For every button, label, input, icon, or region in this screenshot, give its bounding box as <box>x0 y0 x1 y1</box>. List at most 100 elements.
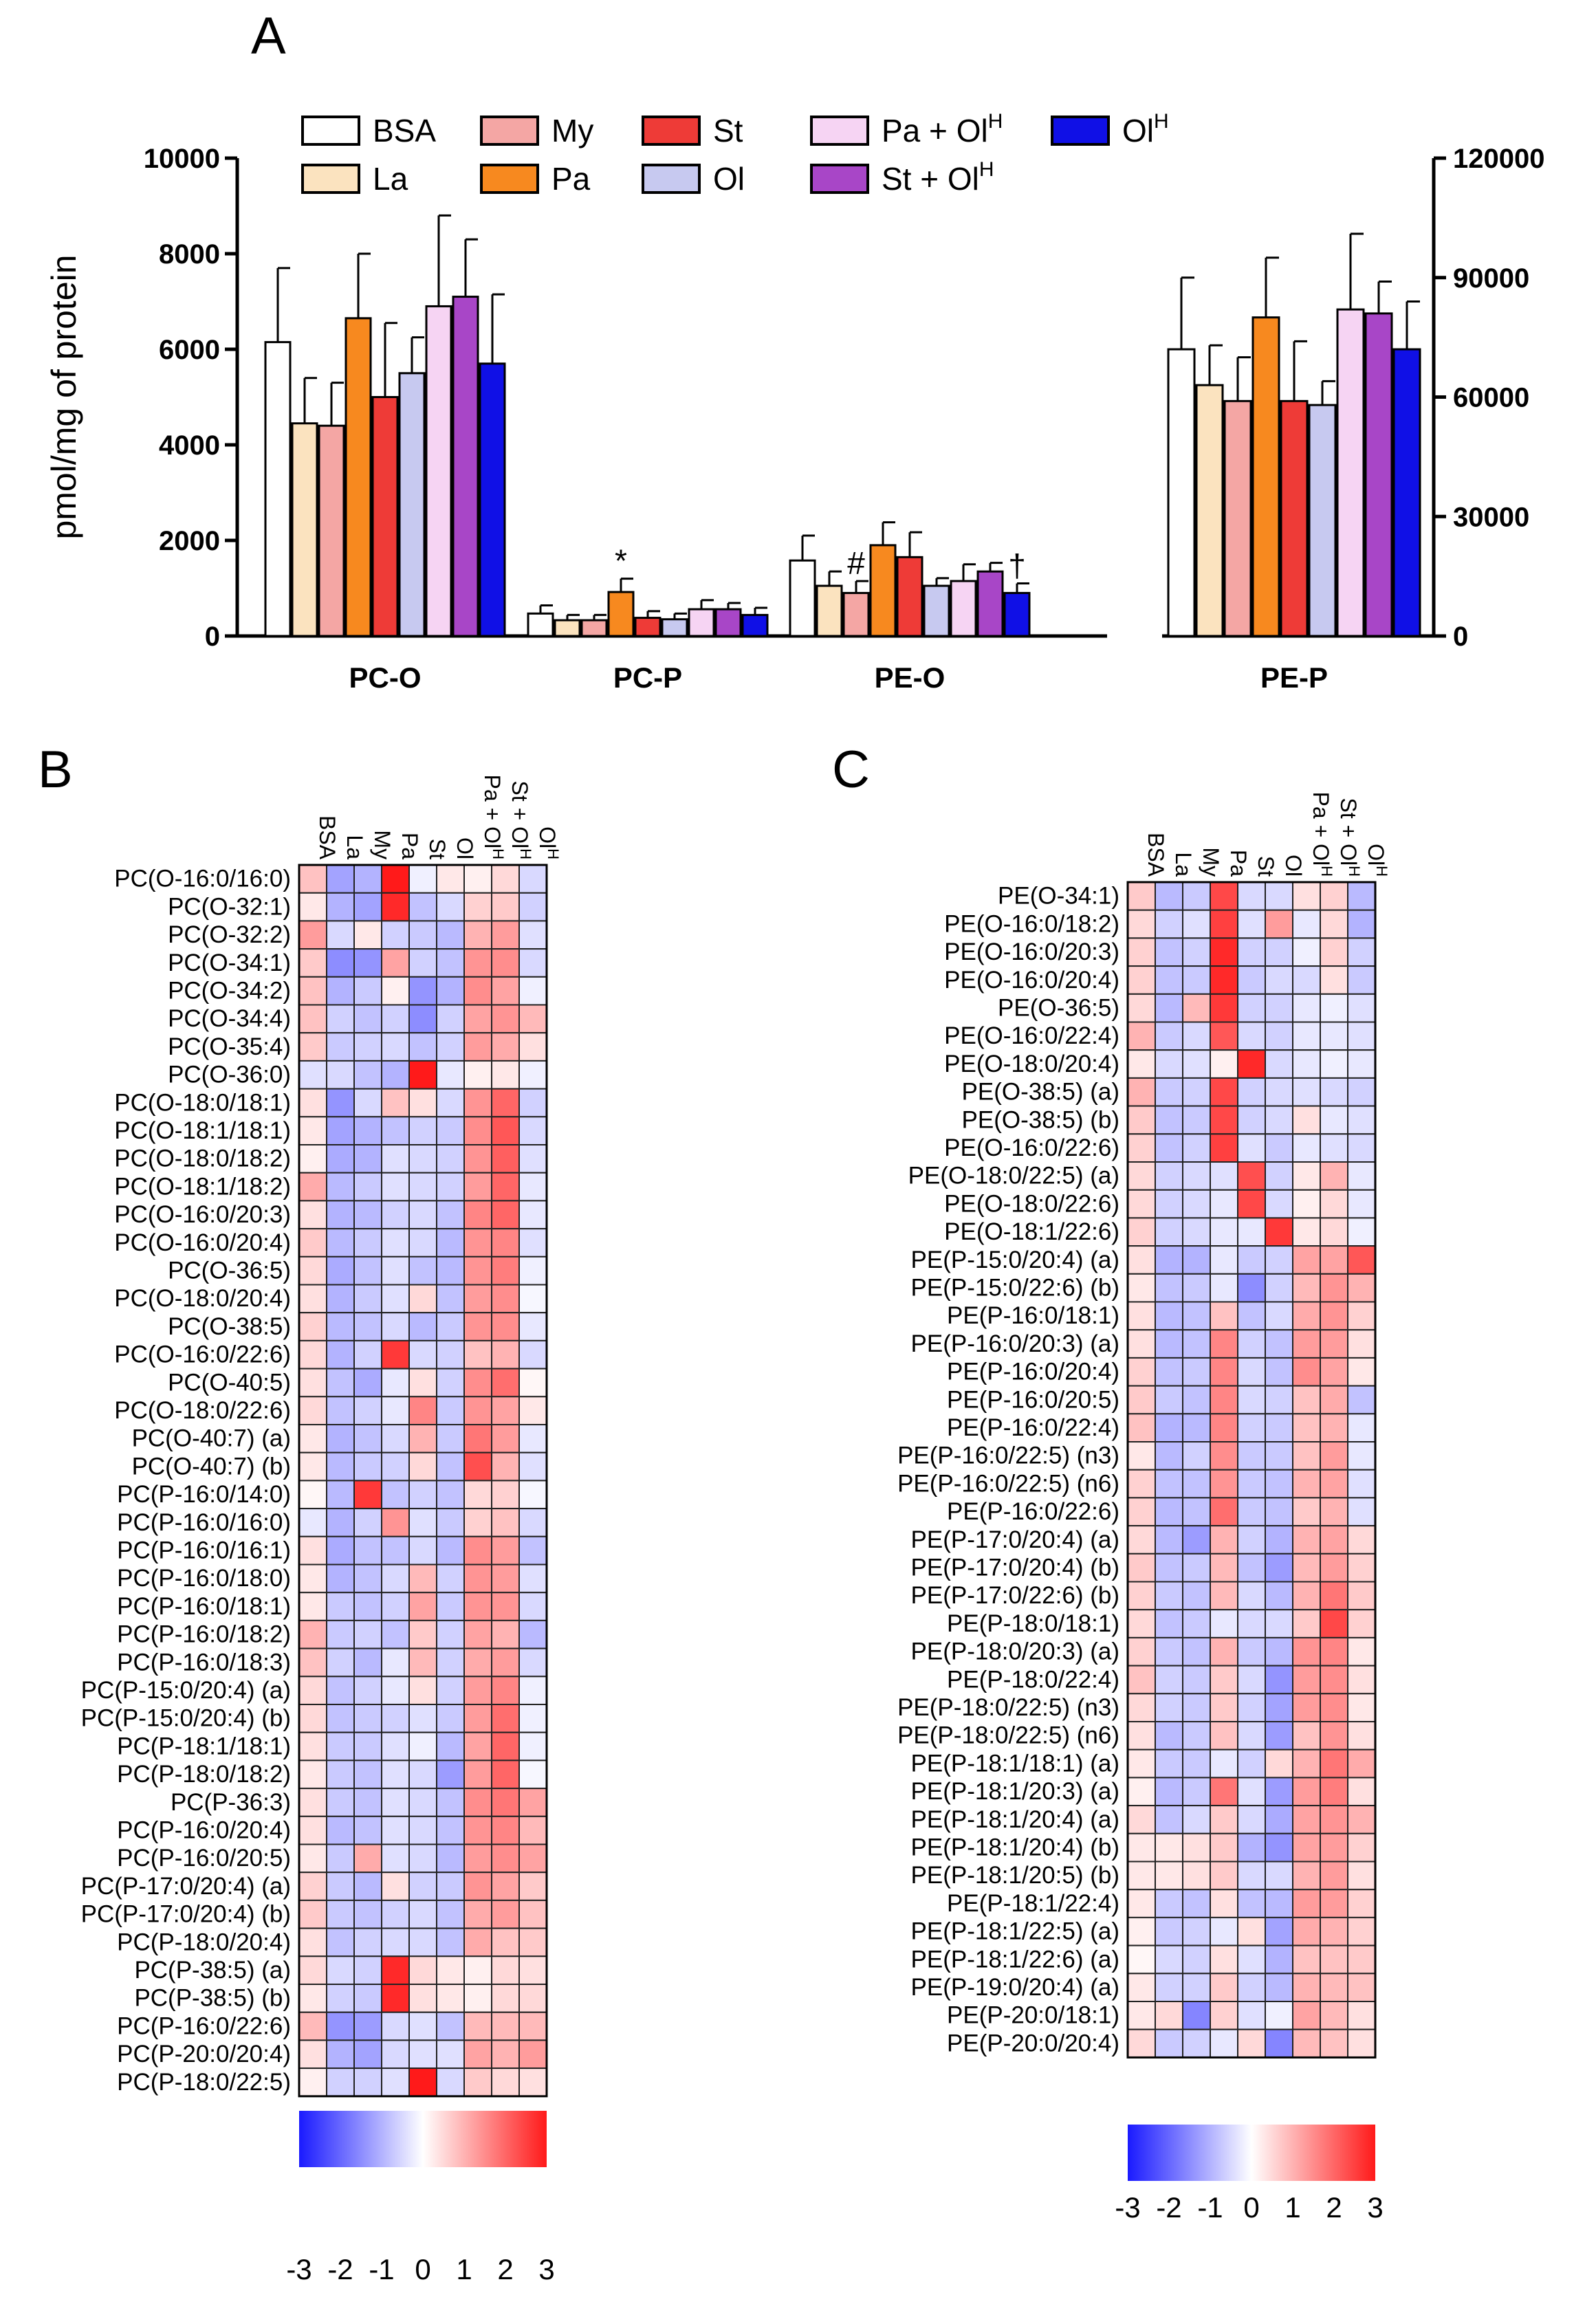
heat-cell <box>518 1144 547 1174</box>
heat-cell <box>1292 1665 1321 1695</box>
heat-cell <box>1347 1273 1376 1303</box>
heat-cell <box>326 2011 355 2041</box>
heat-cell <box>1292 1636 1321 1667</box>
heat-cell <box>1127 1889 1156 1918</box>
heat-cell <box>436 2011 465 2041</box>
heat-cell <box>518 1927 547 1957</box>
heat-cell <box>518 1060 547 1090</box>
heat-cell <box>408 1312 437 1341</box>
heat-cell <box>1210 1973 1238 2003</box>
heat-cell <box>1127 1021 1156 1051</box>
heat-cell <box>1155 1861 1183 1891</box>
heat-cell <box>1265 881 1293 911</box>
heat-cell <box>463 1731 492 1762</box>
heat-cell <box>1320 965 1348 995</box>
color-scale-c: -3 -2 -1 0 1 2 3 <box>1115 2125 1384 2224</box>
heat-cell <box>491 1172 520 1202</box>
heat-cell <box>518 1396 547 1426</box>
heat-cell <box>1182 1217 1211 1247</box>
row-label: PC(O-18:1/18:2) <box>114 1173 291 1200</box>
heat-cell <box>1237 1805 1266 1834</box>
color-scale-tick: -2 <box>327 2253 353 2285</box>
heat-cell <box>1265 1441 1293 1471</box>
heat-cell <box>518 1899 547 1929</box>
legend-label-ol: Ol <box>713 161 745 197</box>
heat-cell <box>463 2039 492 2070</box>
heat-cell <box>298 1647 327 1678</box>
heat-cell <box>381 1060 410 1090</box>
heat-cell <box>381 1815 410 1845</box>
row-label: PC(P-20:0/20:4) <box>117 2041 291 2067</box>
heat-cell <box>1265 1497 1293 1527</box>
heat-cell <box>1265 1385 1293 1415</box>
heat-cell <box>463 892 492 922</box>
heat-cell <box>518 1480 547 1510</box>
heat-cell <box>1265 1861 1293 1891</box>
heat-cell <box>491 1815 520 1845</box>
heat-cell <box>1155 1077 1183 1107</box>
legend-label-my: My <box>551 113 593 149</box>
row-label: PE(O-38:5) (b) <box>962 1106 1120 1133</box>
heat-cell <box>298 1116 327 1146</box>
bar-chart-main: 0 2000 4000 6000 8000 10000 pmol/mg of protein… <box>45 144 1107 694</box>
heat-cell <box>491 2039 520 2070</box>
heat-cell <box>491 976 520 1006</box>
color-scale-tick: 2 <box>497 2253 513 2285</box>
heat-cell <box>1210 1916 1238 1946</box>
heat-cell <box>436 1368 465 1398</box>
heat-cell <box>408 892 437 922</box>
row-label: PE(O-18:1/22:6) <box>944 1218 1119 1245</box>
heat-cell <box>1182 1469 1211 1499</box>
heat-cell <box>1292 1217 1321 1247</box>
heat-cell <box>1237 1245 1266 1275</box>
heat-cell <box>436 1759 465 1790</box>
y-tick-label: 0 <box>1453 622 1468 652</box>
legend-swatch-my <box>480 116 539 146</box>
heat-cell <box>408 1788 437 1817</box>
legend-label-la: La <box>373 161 408 197</box>
heat-cell <box>298 1535 327 1566</box>
heat-cell <box>1265 1273 1293 1303</box>
heat-cell <box>1127 1721 1156 1751</box>
heat-cell <box>408 976 437 1006</box>
heat-cell <box>408 1060 437 1090</box>
heat-cell <box>436 1312 465 1341</box>
heat-cell <box>353 1312 382 1341</box>
heat-cell <box>491 1676 520 1706</box>
heat-cell <box>381 1619 410 1649</box>
heat-cell <box>381 1032 410 1062</box>
heat-cell <box>1155 1832 1183 1863</box>
heat-cell <box>436 1339 465 1370</box>
row-label: PC(O-34:2) <box>168 978 291 1005</box>
heat-cell <box>463 1872 492 1901</box>
heat-cell <box>1320 1301 1348 1331</box>
bar-pc-p-my <box>580 619 608 637</box>
heat-cell <box>463 1788 492 1817</box>
heat-cell <box>1127 1357 1156 1387</box>
heat-cell <box>381 1592 410 1621</box>
heat-cell <box>1347 1665 1376 1695</box>
heat-cell <box>298 1480 327 1510</box>
heat-cell <box>1127 1245 1156 1275</box>
heat-cell <box>436 1255 465 1286</box>
heat-cell <box>353 1480 382 1510</box>
heat-cell <box>381 1759 410 1790</box>
heat-cell <box>1320 1497 1348 1527</box>
heat-cell <box>1292 1944 1321 1975</box>
column-label-st-olh: St + OlH <box>1336 798 1363 877</box>
heat-cell <box>491 1339 520 1370</box>
heat-cell <box>436 1144 465 1174</box>
heat-cell <box>1182 1525 1211 1555</box>
bar-pc-o-pa-ol <box>425 305 452 637</box>
heat-cell <box>298 2067 327 2097</box>
heat-cell <box>1347 1469 1376 1499</box>
heat-cell <box>1237 1105 1266 1135</box>
row-label: PE(P-18:0/22:5) (n3) <box>897 1694 1119 1721</box>
heat-cell <box>518 1451 547 1482</box>
heat-cell <box>463 1704 492 1733</box>
heat-cell <box>491 1619 520 1649</box>
heat-cell <box>1237 1469 1266 1499</box>
heat-cell <box>353 1815 382 1845</box>
heat-cell <box>1292 1189 1321 1219</box>
heat-cell <box>1265 1609 1293 1638</box>
